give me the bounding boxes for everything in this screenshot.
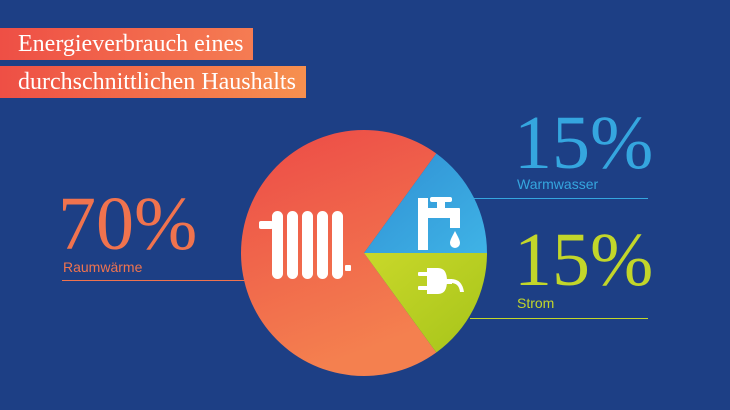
raumwaerme-label: Raumwärme	[63, 259, 143, 275]
strom-label: Strom	[517, 295, 555, 311]
title-line-1: Energieverbrauch eines	[0, 28, 254, 60]
warmwasser-label: Warmwasser	[517, 176, 599, 192]
radiator-icon	[259, 211, 351, 279]
raumwaerme-rule	[62, 280, 252, 281]
warmwasser-percent: 15%	[514, 101, 654, 185]
faucet-icon	[418, 197, 460, 250]
title-line-2: durchschnittlichen Haushalts	[0, 66, 306, 98]
pie-slice-strom	[364, 253, 487, 353]
strom-percent: 15%	[514, 218, 654, 302]
raumwaerme-percent: 70%	[58, 182, 198, 266]
warmwasser-rule	[470, 198, 648, 199]
strom-rule	[470, 318, 648, 319]
plug-icon	[418, 268, 464, 294]
